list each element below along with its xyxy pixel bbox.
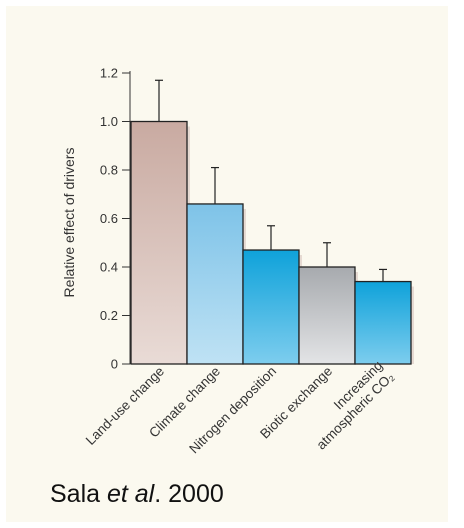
bar (298, 266, 356, 365)
y-tick-label: 0.2 (100, 308, 118, 323)
error-bars (155, 79, 387, 282)
citation: Sala et al. 2000 (50, 480, 224, 509)
y-tick-label: 0 (111, 357, 118, 372)
y-tick-label: 1.2 (100, 66, 118, 81)
bars (130, 120, 412, 365)
citation-author: Sala (50, 480, 107, 508)
bar (186, 203, 244, 365)
y-tick-label: 0.8 (100, 163, 118, 178)
y-tick-label: 1.0 (100, 114, 118, 129)
chart-frame: 0 0.2 0.4 0.6 0.8 1.0 1.2 Land-use change Clima… (6, 6, 448, 522)
y-axis-title: Relative effect of drivers (61, 148, 77, 298)
bar (242, 249, 300, 365)
y-tick-label: 0.6 (100, 211, 118, 226)
citation-etal: et al (106, 480, 155, 508)
bar-chart: 0 0.2 0.4 0.6 0.8 1.0 1.2 Land-use changeClima… (61, 66, 414, 457)
citation-year: . 2000 (154, 480, 224, 508)
y-axis: 0 0.2 0.4 0.6 0.8 1.0 1.2 (100, 66, 131, 372)
bar (354, 280, 412, 365)
bar (130, 120, 188, 365)
y-tick-label: 0.4 (100, 260, 118, 275)
